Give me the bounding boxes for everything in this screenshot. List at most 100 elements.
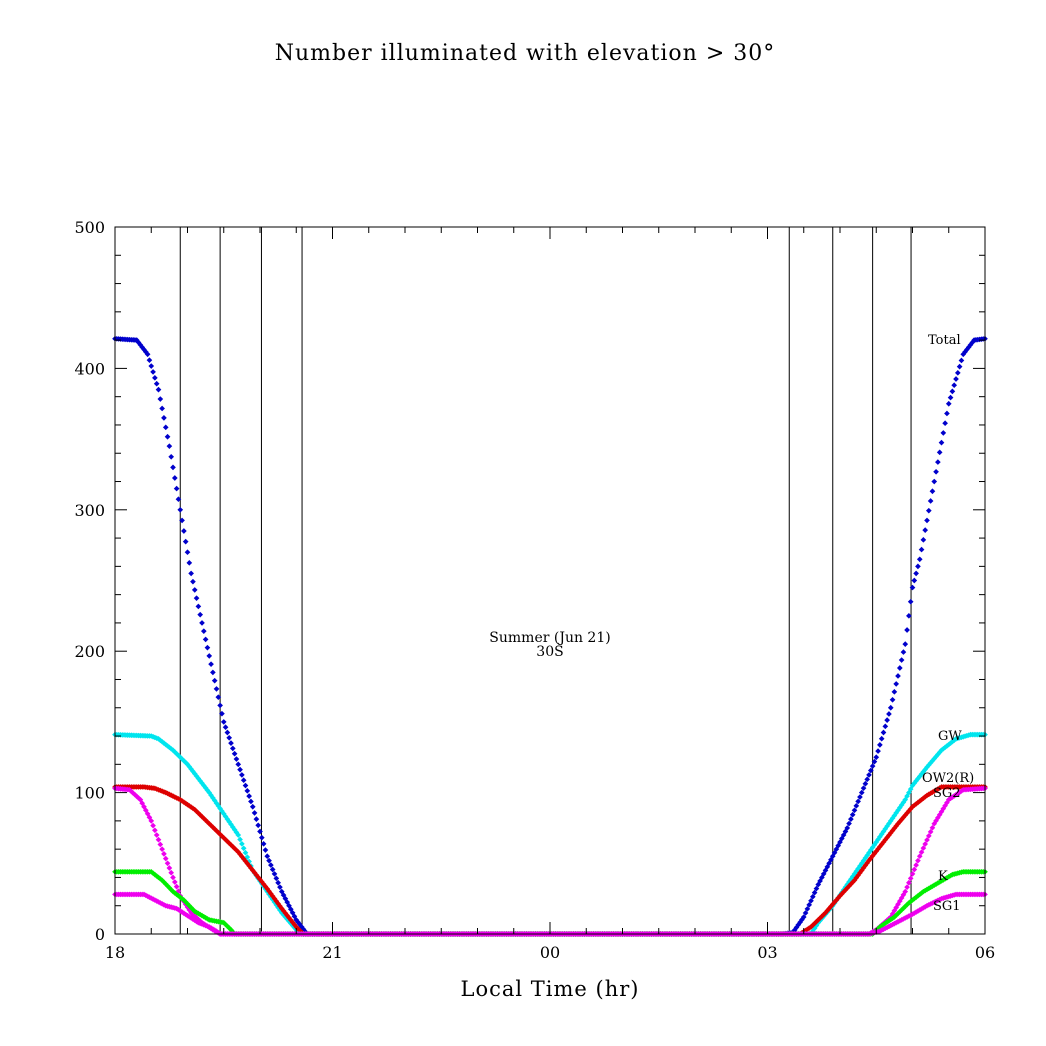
annotation-season: Summer (Jun 21)	[489, 630, 610, 646]
data-point	[951, 382, 958, 389]
series-label: SG1	[933, 899, 961, 914]
data-point	[152, 374, 158, 381]
data-point	[907, 598, 914, 605]
data-point	[924, 517, 930, 524]
data-point	[175, 496, 182, 503]
vertical-lines	[179, 227, 912, 934]
data-point	[157, 841, 164, 848]
data-point	[858, 789, 865, 796]
data-point	[916, 556, 923, 563]
data-point	[260, 841, 267, 847]
data-point	[181, 528, 187, 534]
data-point	[915, 563, 921, 570]
data-point	[273, 875, 280, 882]
data-point	[871, 758, 878, 765]
data-point	[802, 910, 809, 916]
data-point	[186, 559, 193, 566]
data-point	[925, 833, 932, 839]
data-point	[202, 636, 209, 643]
data-point	[925, 507, 932, 514]
data-point	[249, 803, 256, 810]
data-point	[945, 400, 952, 407]
data-point	[922, 527, 929, 533]
data-point	[862, 780, 869, 787]
x-tick-label: 00	[540, 943, 560, 962]
data-point	[237, 766, 243, 773]
data-point	[915, 857, 921, 864]
data-point	[148, 818, 155, 824]
data-point	[153, 380, 160, 387]
data-point	[806, 902, 813, 908]
plot-frame	[114, 226, 986, 935]
data-point	[220, 719, 227, 725]
data-point	[867, 767, 874, 774]
x-tick-label: 03	[757, 943, 777, 962]
data-point	[255, 822, 262, 829]
data-point	[248, 798, 254, 805]
data-point	[891, 689, 898, 695]
data-point	[940, 430, 947, 436]
data-point	[927, 829, 934, 835]
data-point	[895, 673, 901, 679]
data-point	[222, 724, 229, 731]
data-point	[884, 717, 890, 723]
data-point	[866, 772, 872, 778]
data-point	[219, 710, 225, 717]
data-point	[266, 857, 272, 864]
data-point	[911, 866, 918, 873]
data-point	[161, 415, 167, 421]
data-point	[213, 686, 220, 692]
data-point	[896, 665, 903, 671]
data-point	[869, 763, 876, 769]
data-point	[887, 704, 894, 711]
y-tick-label: 100	[74, 784, 105, 803]
data-point	[277, 884, 283, 890]
data-point	[922, 841, 929, 847]
data-point	[171, 879, 178, 885]
data-point	[257, 828, 263, 835]
data-point	[851, 807, 858, 814]
data-point	[242, 782, 249, 789]
data-point	[935, 459, 941, 465]
data-point	[271, 871, 278, 877]
data-point	[947, 394, 954, 401]
data-point	[146, 357, 153, 363]
annotation-latitude: 30S	[536, 644, 563, 660]
data-point	[931, 478, 938, 485]
data-point	[958, 357, 965, 364]
data-point	[188, 570, 194, 577]
data-point	[809, 893, 816, 900]
y-tick-label: 500	[74, 218, 105, 237]
data-point	[904, 884, 910, 890]
data-point	[237, 836, 243, 843]
data-point	[916, 853, 923, 860]
data-point	[228, 740, 234, 746]
data-point	[906, 879, 912, 886]
data-point	[902, 641, 909, 647]
data-point	[855, 798, 861, 805]
data-point	[906, 613, 912, 619]
x-tick-label: 06	[975, 943, 995, 962]
data-point	[902, 888, 909, 895]
chart-title: Number illuminated with elevation > 30°	[275, 41, 775, 66]
data-point	[168, 869, 175, 876]
data-point	[849, 811, 856, 818]
data-point	[240, 777, 247, 784]
series-label: SG2	[933, 786, 961, 801]
data-point	[155, 836, 162, 843]
data-point	[857, 794, 863, 800]
data-point	[911, 577, 918, 584]
x-tick-label: 21	[322, 943, 342, 962]
data-point	[199, 620, 205, 626]
data-point	[229, 745, 236, 752]
data-point	[953, 376, 959, 382]
data-point	[918, 849, 925, 855]
data-point	[860, 785, 867, 792]
data-point	[853, 803, 860, 809]
data-point	[246, 793, 252, 799]
series-label: K	[938, 869, 948, 884]
data-point	[924, 837, 930, 843]
data-point	[168, 453, 175, 460]
tick-labels: 18 21 00 03 06 0 100 200 300 400 500	[74, 218, 995, 962]
